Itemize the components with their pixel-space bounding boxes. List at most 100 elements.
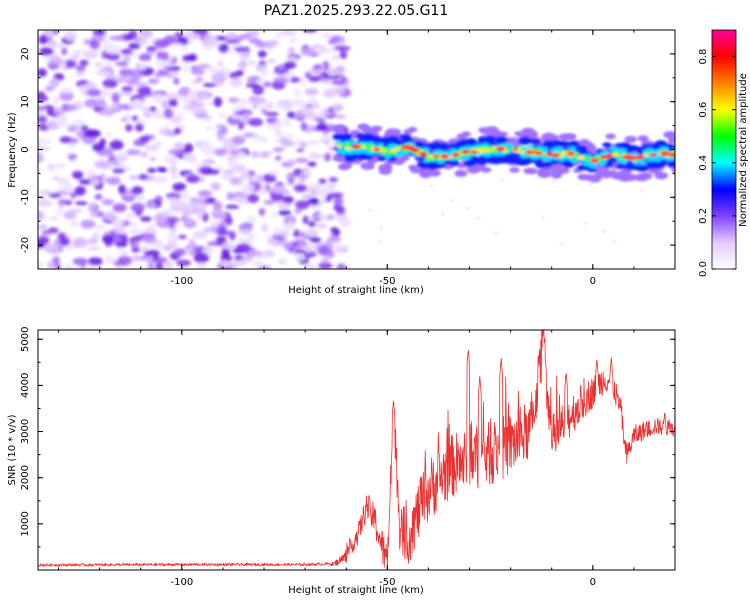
signal-blob	[464, 138, 477, 145]
signal-blob	[523, 167, 536, 175]
noise-dot	[465, 207, 469, 210]
noise-blob	[198, 140, 210, 148]
noise-blob	[331, 55, 341, 60]
noise-blob	[167, 231, 179, 243]
noise-blob	[258, 207, 266, 217]
noise-blob	[44, 86, 54, 92]
noise-blob	[156, 50, 164, 60]
signal-blob	[557, 140, 570, 148]
noise-blob	[111, 93, 120, 103]
noise-blob	[228, 263, 237, 269]
noise-blob	[52, 256, 60, 264]
signal-blob	[574, 145, 588, 153]
noise-blob	[323, 135, 335, 143]
signal-blob	[477, 136, 488, 142]
noise-blob	[39, 47, 54, 56]
noise-blob	[218, 43, 229, 53]
x-tick-label: 0	[590, 276, 596, 287]
noise-blob	[186, 174, 200, 184]
noise-blob	[270, 184, 287, 194]
noise-blob	[313, 64, 323, 70]
noise-dot	[553, 180, 556, 183]
noise-blob	[125, 211, 136, 219]
noise-blob	[158, 167, 168, 173]
noise-blob	[192, 30, 209, 35]
noise-blob	[90, 178, 101, 186]
signal-blob	[588, 163, 598, 169]
signal-blob	[563, 161, 575, 168]
noise-blob	[240, 222, 254, 230]
noise-blob	[96, 97, 105, 108]
noise-blob	[92, 232, 100, 239]
noise-blob	[295, 200, 311, 210]
noise-blob	[329, 192, 344, 199]
noise-blob	[118, 184, 126, 195]
signal-blob	[521, 127, 536, 136]
noise-dot	[588, 183, 592, 186]
noise-blob	[102, 78, 118, 89]
noise-blob	[115, 241, 128, 248]
noise-blob	[130, 70, 143, 80]
noise-blob	[38, 224, 48, 230]
noise-blob	[196, 77, 204, 82]
noise-blob	[283, 61, 297, 70]
signal-blob	[346, 150, 355, 155]
noise-blob	[330, 227, 338, 233]
noise-blob	[38, 68, 47, 78]
signal-blob	[480, 166, 492, 173]
noise-dot	[494, 231, 498, 234]
colorbar-scale	[711, 29, 737, 270]
snr-xlabel: Height of straight line (km)	[288, 585, 424, 596]
noise-blob	[321, 257, 330, 264]
signal-blob	[335, 144, 342, 148]
noise-blob	[203, 44, 213, 52]
noise-blob	[101, 234, 114, 243]
noise-blob	[318, 178, 327, 184]
noise-blob	[181, 46, 188, 52]
signal-blob	[471, 150, 478, 154]
noise-blob	[245, 83, 260, 88]
noise-blob	[206, 169, 220, 175]
noise-blob	[38, 152, 43, 163]
noise-blob	[79, 59, 89, 66]
signal-blob	[462, 155, 471, 160]
signal-blob	[550, 147, 559, 153]
signal-blob	[579, 154, 584, 158]
noise-blob	[305, 140, 320, 146]
signal-blob	[553, 156, 561, 161]
noise-blob	[168, 148, 184, 155]
noise-blob	[329, 88, 346, 95]
noise-blob	[178, 95, 188, 101]
signal-blob	[337, 150, 346, 155]
noise-blob	[302, 215, 309, 225]
signal-blob	[418, 151, 428, 157]
noise-blob	[183, 104, 195, 111]
noise-blob	[292, 100, 306, 107]
noise-blob	[152, 256, 168, 264]
noise-blob	[164, 64, 171, 75]
noise-blob	[194, 161, 210, 167]
signal-blob	[645, 156, 656, 162]
noise-blob	[94, 160, 111, 169]
noise-blob	[307, 229, 318, 238]
signal-blob	[624, 135, 637, 143]
noise-blob	[260, 103, 274, 108]
signal-blob	[428, 155, 434, 159]
noise-blob	[255, 174, 264, 183]
noise-blob	[38, 115, 48, 124]
signal-blob	[366, 143, 373, 147]
noise-blob	[53, 263, 62, 269]
signal-blob	[667, 138, 675, 144]
noise-blob	[120, 48, 133, 55]
signal-blob	[519, 136, 532, 144]
noise-dot	[500, 178, 504, 181]
noise-blob	[294, 208, 302, 214]
signal-blob	[637, 156, 644, 160]
noise-blob	[177, 111, 184, 122]
signal-blob	[514, 131, 524, 137]
noise-blob	[221, 137, 236, 145]
noise-blob	[204, 197, 216, 204]
noise-blob	[265, 124, 280, 129]
noise-blob	[105, 132, 113, 138]
noise-blob	[62, 184, 75, 192]
